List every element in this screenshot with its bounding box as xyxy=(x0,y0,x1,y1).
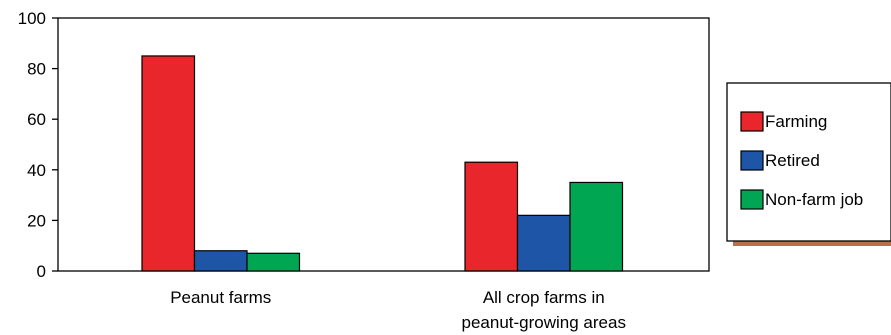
legend-swatch xyxy=(740,150,764,171)
x-category-label: Peanut farms xyxy=(170,288,271,307)
legend: Farming Retired Non-farm job xyxy=(726,82,891,246)
bar-non-farm-job-1 xyxy=(569,181,624,272)
bars xyxy=(141,55,624,272)
legend-label: Non-farm job xyxy=(765,190,863,209)
bar-farming-1 xyxy=(464,161,519,272)
bar-retired-0 xyxy=(193,250,248,272)
y-axis: 0 20 40 60 80 100 xyxy=(18,9,58,281)
y-tick-label: 80 xyxy=(27,60,46,79)
y-tick-label: 40 xyxy=(27,161,46,180)
x-axis: Peanut farms All crop farms in peanut-grow… xyxy=(170,288,626,332)
legend-shadow xyxy=(733,240,891,246)
x-category-label: peanut-growing areas xyxy=(462,313,626,332)
y-tick-label: 20 xyxy=(27,211,46,230)
y-tick-label: 100 xyxy=(18,9,46,28)
x-category-label: All crop farms in xyxy=(483,288,605,307)
bar-non-farm-job-0 xyxy=(246,252,301,272)
bar-farming-0 xyxy=(141,55,196,272)
bar-retired-1 xyxy=(516,214,571,272)
legend-swatch xyxy=(740,111,764,132)
legend-swatch xyxy=(740,189,764,210)
legend-label: Farming xyxy=(765,112,827,131)
legend-label: Retired xyxy=(765,151,820,170)
y-tick-label: 60 xyxy=(27,110,46,129)
y-tick-label: 0 xyxy=(37,262,46,281)
